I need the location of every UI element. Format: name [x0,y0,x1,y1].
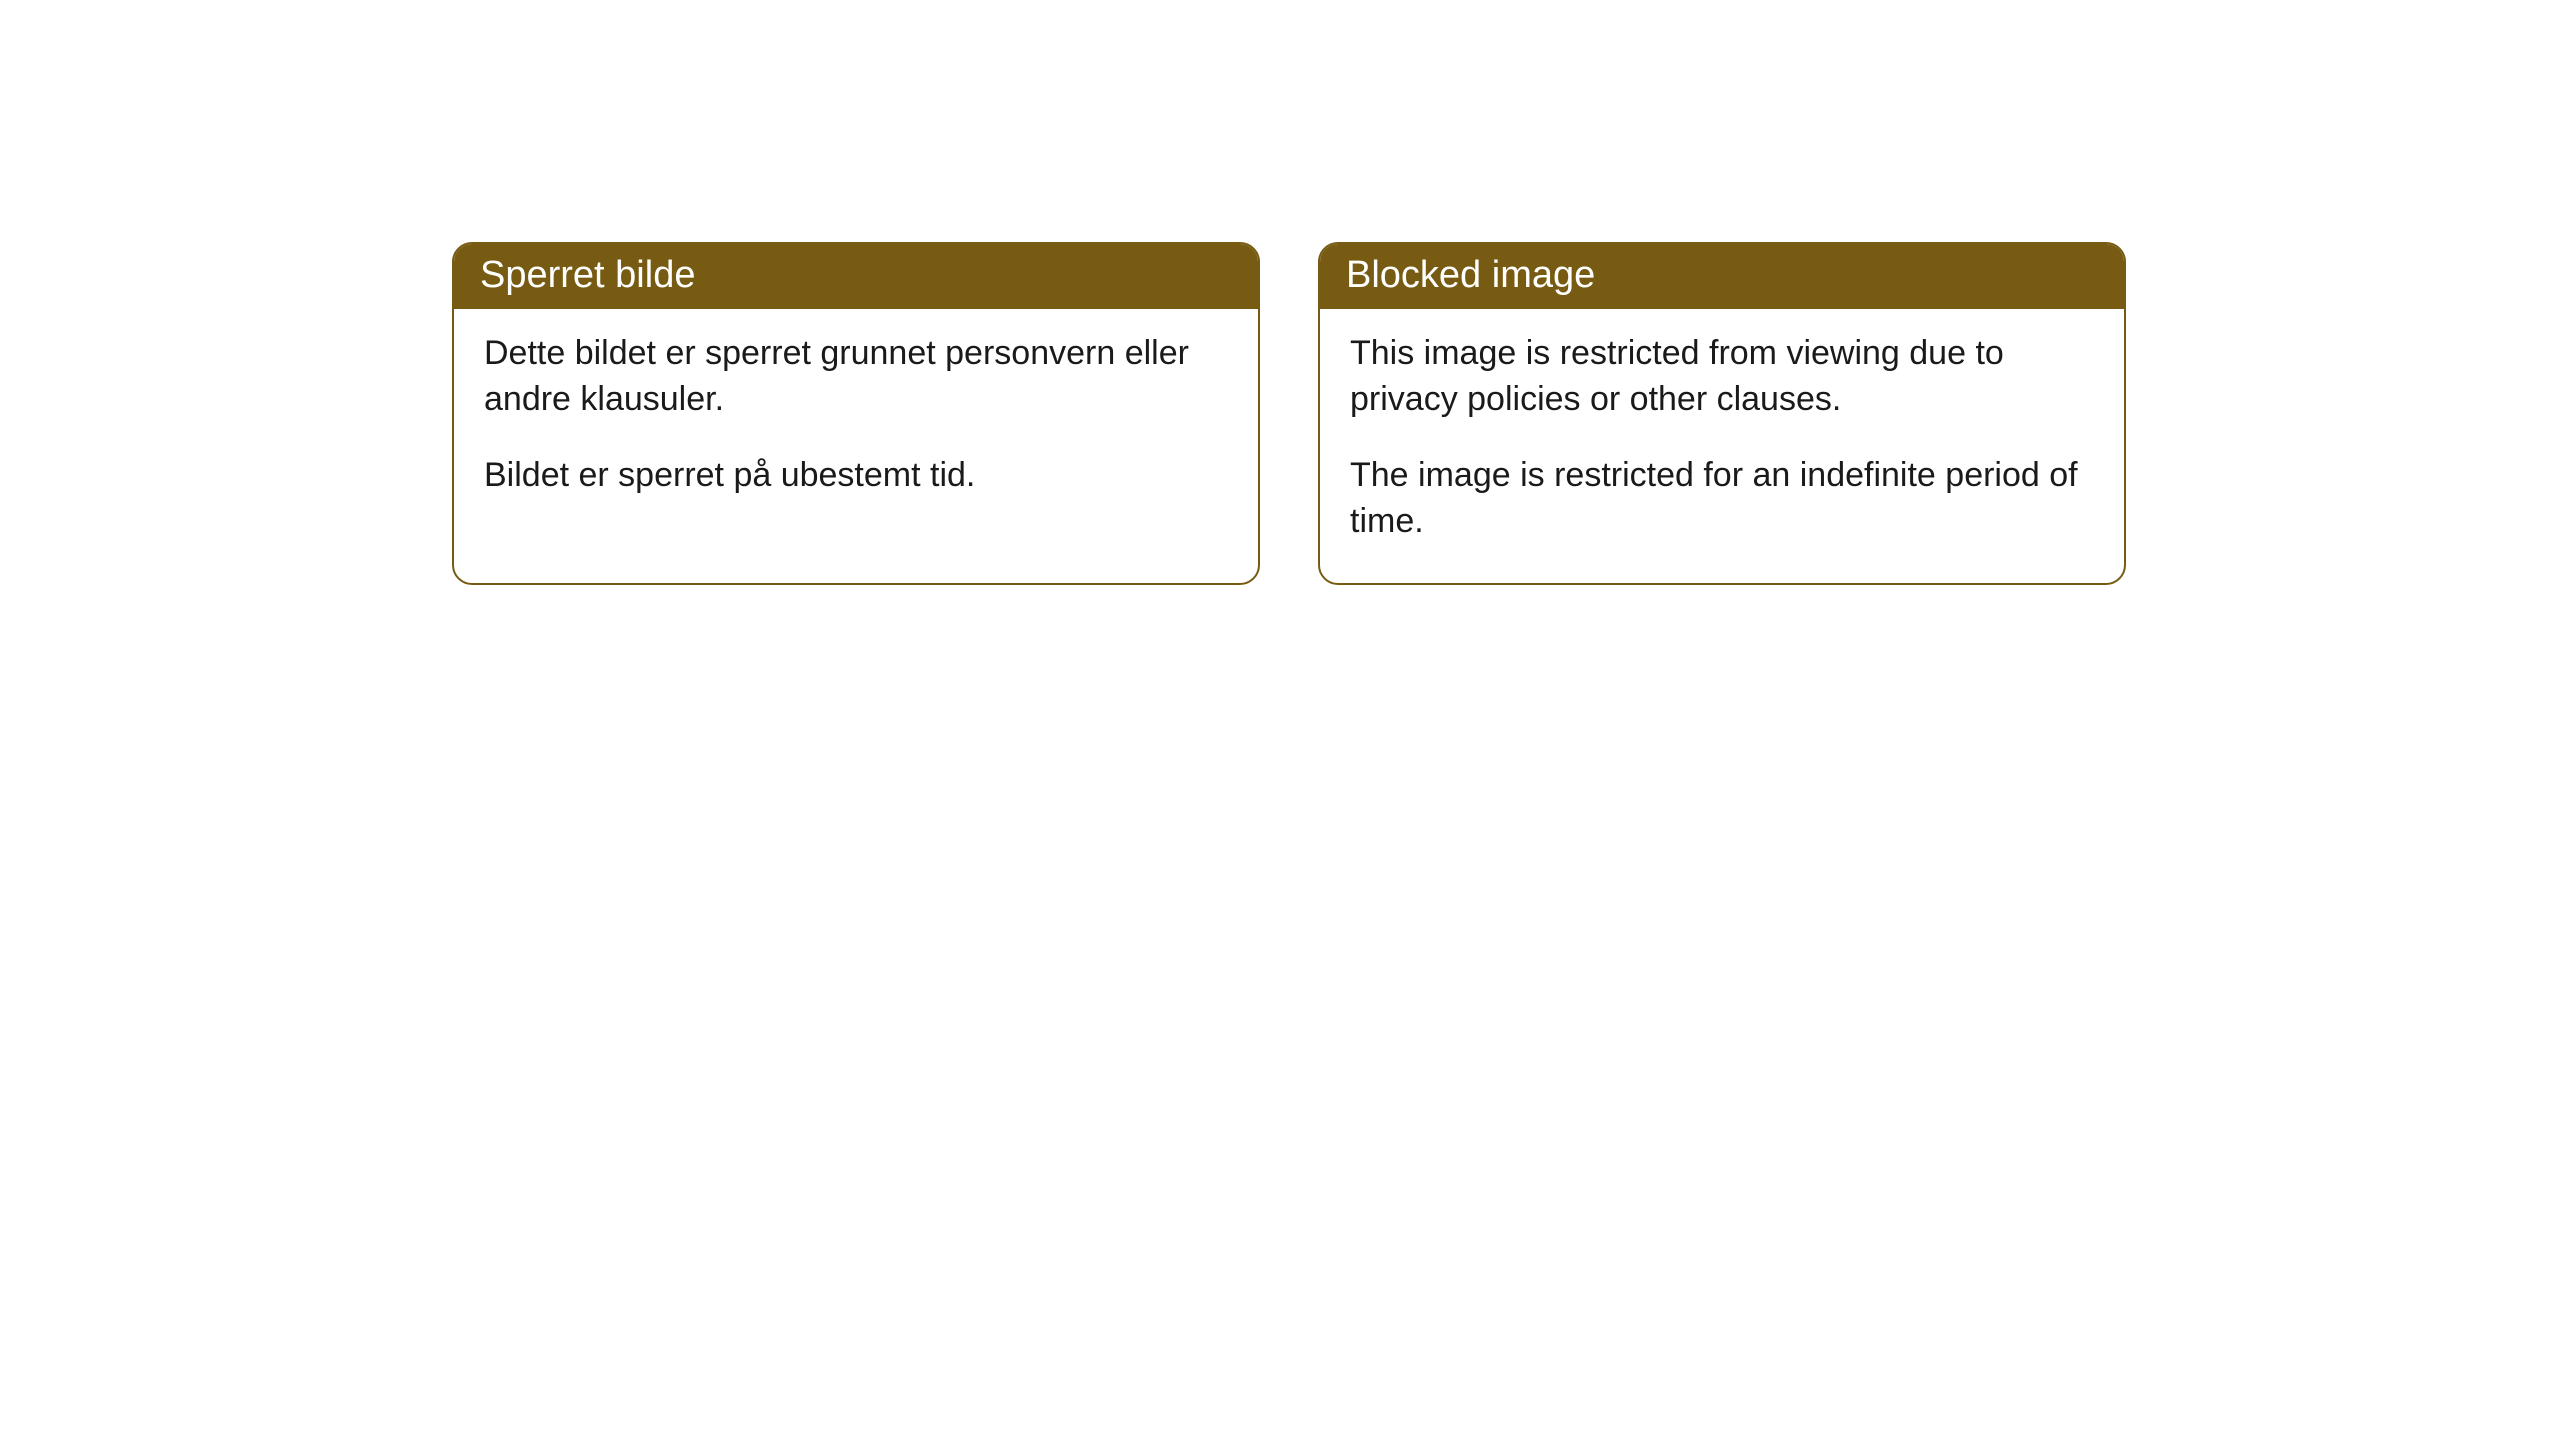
card-header: Sperret bilde [454,244,1258,309]
card-paragraph: This image is restricted from viewing du… [1350,331,2094,423]
card-body: This image is restricted from viewing du… [1320,309,2124,583]
card-paragraph: Dette bildet er sperret grunnet personve… [484,331,1228,423]
card-body: Dette bildet er sperret grunnet personve… [454,309,1258,537]
notice-card-english: Blocked image This image is restricted f… [1318,242,2126,585]
card-paragraph: Bildet er sperret på ubestemt tid. [484,453,1228,499]
notice-container: Sperret bilde Dette bildet er sperret gr… [0,0,2560,585]
notice-card-norwegian: Sperret bilde Dette bildet er sperret gr… [452,242,1260,585]
card-title: Sperret bilde [480,254,695,296]
card-title: Blocked image [1346,254,1595,296]
card-header: Blocked image [1320,244,2124,309]
card-paragraph: The image is restricted for an indefinit… [1350,453,2094,545]
